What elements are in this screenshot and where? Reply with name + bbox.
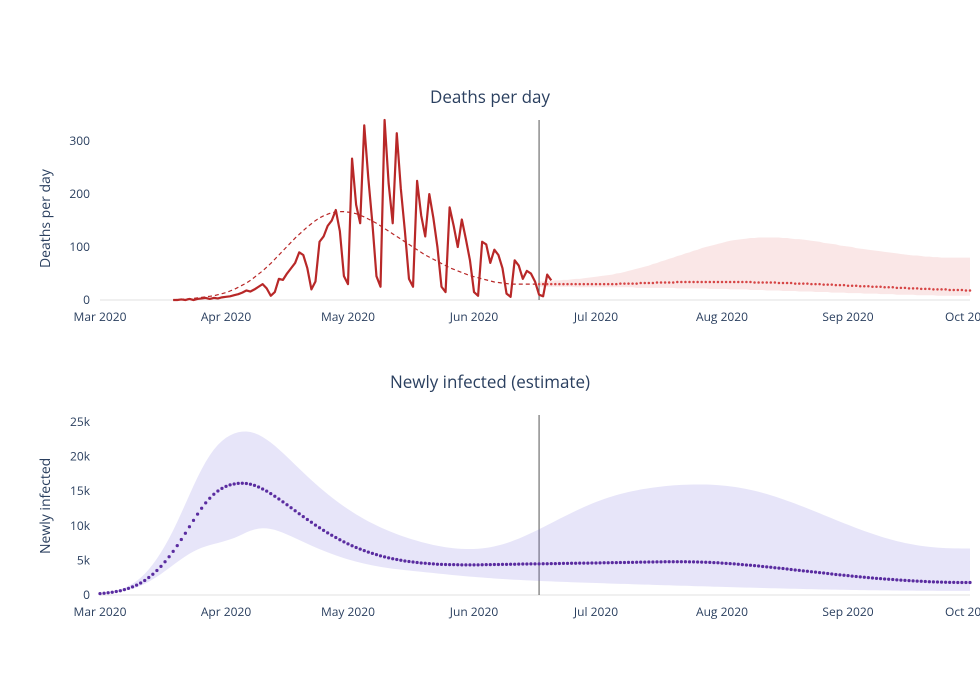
svg-text:Jul 2020: Jul 2020 — [573, 308, 618, 325]
svg-text:Aug 2020: Aug 2020 — [696, 308, 748, 325]
svg-text:Apr 2020: Apr 2020 — [201, 308, 252, 325]
svg-text:0: 0 — [83, 291, 90, 308]
svg-text:Jun 2020: Jun 2020 — [449, 603, 499, 620]
svg-text:Sep 2020: Sep 2020 — [822, 603, 873, 620]
svg-text:Oct 2020: Oct 2020 — [945, 308, 980, 325]
svg-text:Mar 2020: Mar 2020 — [74, 308, 127, 325]
svg-text:Mar 2020: Mar 2020 — [74, 603, 127, 620]
svg-text:May 2020: May 2020 — [321, 603, 375, 620]
svg-text:0: 0 — [83, 586, 90, 603]
plot-surface: 0 100 200 300 Mar 2020 Apr 2020 May 2020 Jun 20… — [0, 0, 980, 699]
svg-text:10k: 10k — [70, 517, 91, 534]
svg-text:Apr 2020: Apr 2020 — [201, 603, 252, 620]
svg-text:25k: 25k — [70, 413, 91, 430]
svg-text:Sep 2020: Sep 2020 — [822, 308, 873, 325]
svg-text:Oct 2020: Oct 2020 — [945, 603, 980, 620]
svg-text:Jul 2020: Jul 2020 — [573, 603, 618, 620]
svg-text:200: 200 — [69, 185, 90, 202]
svg-text:20k: 20k — [70, 448, 91, 465]
svg-text:100: 100 — [69, 238, 90, 255]
svg-text:5k: 5k — [77, 551, 91, 568]
svg-text:May 2020: May 2020 — [321, 308, 375, 325]
svg-text:Aug 2020: Aug 2020 — [696, 603, 748, 620]
svg-text:15k: 15k — [70, 482, 91, 499]
svg-text:300: 300 — [69, 132, 90, 149]
svg-text:Jun 2020: Jun 2020 — [449, 308, 499, 325]
